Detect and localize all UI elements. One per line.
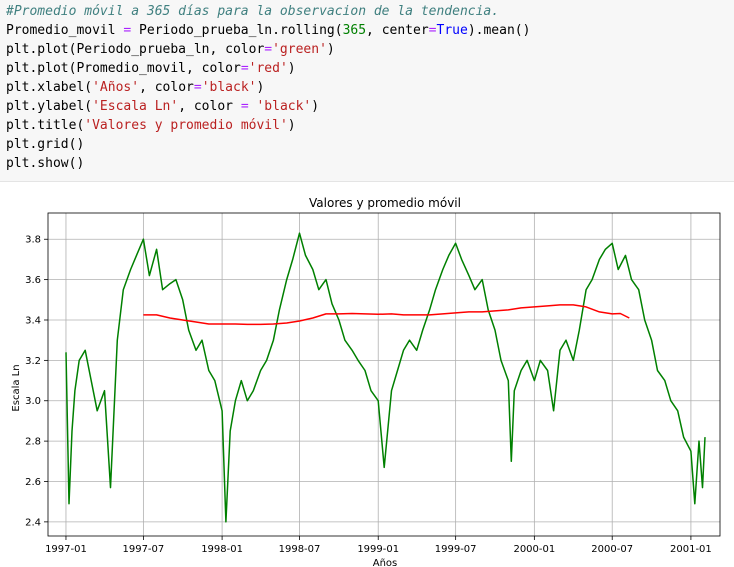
values-series-line — [65, 232, 706, 523]
x-tick-label: 1999-01 — [357, 544, 399, 555]
axes-frame — [47, 212, 721, 537]
code-token: 'Escala Ln' — [92, 99, 179, 114]
code-editor[interactable]: #Promedio móvil a 365 días para la obser… — [0, 0, 734, 173]
chart-title: Valores y promedio móvil — [309, 196, 461, 210]
y-axis-label: Escala Ln — [11, 364, 22, 411]
code-token: plt.title( — [6, 118, 85, 133]
code-token: plt.grid() — [6, 137, 85, 152]
y-tick-label: 2.6 — [25, 477, 41, 488]
code-token: plt.plot(Promedio_movil, color — [6, 61, 241, 76]
code-token: ) — [256, 80, 265, 95]
code-token: 'green' — [272, 42, 327, 57]
x-axis-label: Años — [373, 558, 398, 567]
plot-output: 1997-01 1997-07 1998-01 1998-07 1999-01 1999-… — [0, 190, 734, 567]
x-tick-label: 1997-01 — [45, 544, 87, 555]
code-token: = — [240, 61, 249, 76]
y-tick-label: 3.6 — [25, 275, 41, 286]
line-chart: 1997-01 1997-07 1998-01 1998-07 1999-01 1999-… — [11, 196, 721, 567]
code-line: plt.title('Valores y promedio móvil') — [6, 116, 734, 135]
code-token: ) — [311, 99, 320, 114]
code-token: plt.plot(Periodo_prueba_ln, color — [6, 42, 265, 57]
code-token: 'Años' — [92, 80, 140, 95]
series — [65, 232, 706, 523]
y-tick-label: 3.4 — [25, 315, 41, 326]
code-token: , center — [366, 23, 429, 38]
code-token: #Promedio móvil a 365 días para la obser… — [6, 4, 500, 19]
x-tick-label: 1999-07 — [435, 544, 477, 555]
code-token: 'Valores y promedio móvil' — [84, 118, 288, 133]
code-token: = — [240, 99, 249, 114]
code-token: , color — [139, 80, 194, 95]
code-cell[interactable]: #Promedio móvil a 365 días para la obser… — [0, 0, 734, 182]
grid — [48, 213, 720, 536]
code-line: plt.plot(Periodo_prueba_ln, color='green… — [6, 40, 734, 59]
x-tick-label: 2001-01 — [670, 544, 712, 555]
code-token: = — [193, 80, 202, 95]
code-token: = — [264, 42, 273, 57]
y-tick-label: 3.2 — [25, 356, 41, 367]
moving-average-series-line — [143, 304, 630, 326]
code-line: plt.grid() — [6, 135, 734, 154]
code-token: plt.ylabel( — [6, 99, 93, 114]
code-token: = — [123, 23, 132, 38]
code-token: , color — [178, 99, 241, 114]
x-tick-label: 1998-01 — [201, 544, 243, 555]
x-tick-label: 2000-07 — [591, 544, 633, 555]
code-token: ).mean() — [467, 23, 531, 38]
y-tick-label: 3.0 — [25, 396, 41, 407]
code-token: Promedio_movil — [6, 23, 124, 38]
ticks: 1997-01 1997-07 1998-01 1998-07 1999-01 1999-… — [25, 235, 712, 555]
code-token: Periodo_prueba_ln.rolling( — [131, 23, 343, 38]
code-token: 'black' — [201, 80, 257, 95]
code-token: 'black' — [256, 99, 312, 114]
code-token: plt.show() — [6, 156, 85, 171]
x-tick-label: 1998-07 — [279, 544, 321, 555]
code-token: True — [436, 23, 468, 38]
code-token: = — [428, 23, 437, 38]
code-line: plt.ylabel('Escala Ln', color = 'black') — [6, 97, 734, 116]
y-tick-label: 2.4 — [25, 517, 41, 528]
code-token: 'red' — [248, 61, 288, 76]
x-tick-label: 1997-07 — [122, 544, 164, 555]
code-line: plt.show() — [6, 154, 734, 173]
code-token: ) — [326, 42, 335, 57]
code-line: #Promedio móvil a 365 días para la obser… — [6, 2, 734, 21]
code-token: 365 — [342, 23, 367, 38]
y-tick-label: 2.8 — [25, 437, 41, 448]
code-token: plt.xlabel( — [6, 80, 93, 95]
x-tick-label: 2000-01 — [513, 544, 555, 555]
code-line: Promedio_movil = Periodo_prueba_ln.rolli… — [6, 21, 734, 40]
code-line: plt.xlabel('Años', color='black') — [6, 78, 734, 97]
code-line: plt.plot(Promedio_movil, color='red') — [6, 59, 734, 78]
y-tick-label: 3.8 — [25, 235, 41, 246]
code-token: ) — [287, 118, 296, 133]
code-token: ) — [287, 61, 296, 76]
